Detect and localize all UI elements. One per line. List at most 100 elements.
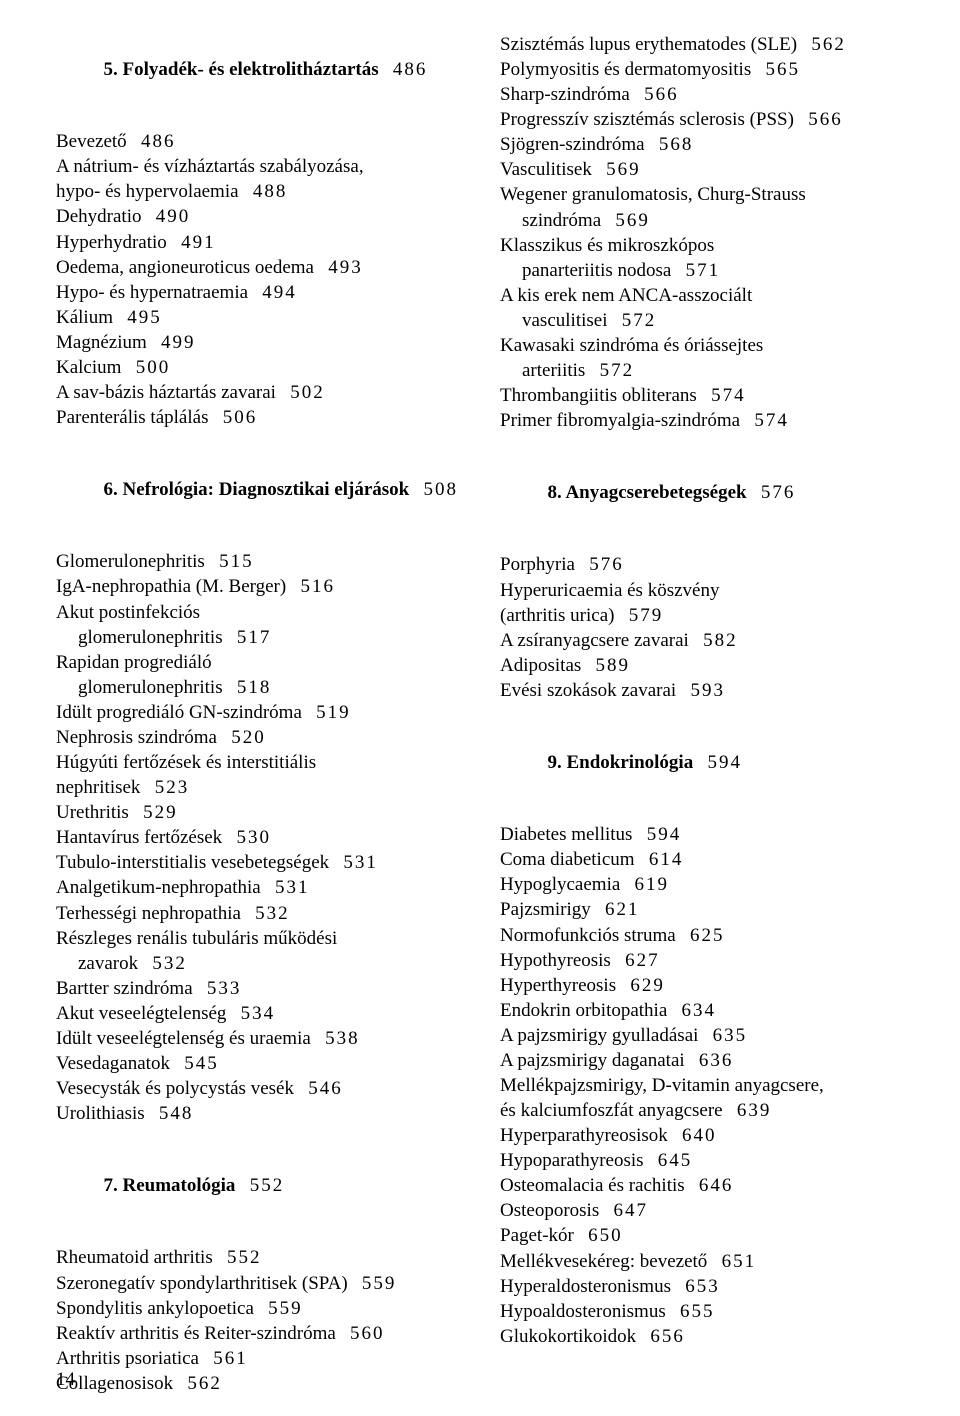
toc-entry-page: 635 [713,1025,748,1046]
toc-entry-page: 538 [325,1028,360,1049]
toc-entry-text: Hyperuricaemia és köszvény [500,580,719,601]
toc-entry-text: Hyperaldosteronismus [500,1276,671,1297]
toc-entry-page: 491 [181,232,216,253]
left-column: 5. Folyadék- és elektrolitháztartás 486 … [56,32,460,1396]
toc-entry-text: Osteomalacia és rachitis [500,1175,685,1196]
toc-entry-page: 562 [187,1373,222,1394]
toc-entry: A pajzsmirigy daganatai 636 [500,1048,904,1073]
toc-entry: Hypo- és hypernatraemia 494 [56,280,460,305]
toc-entry-page: 571 [686,260,721,281]
toc-entry: Evési szokások zavarai 593 [500,678,904,703]
toc-entry: Urethritis 529 [56,800,460,825]
toc-entry-page: 517 [237,627,272,648]
toc-entry: Húgyúti fertőzések és interstitiális [56,750,460,775]
toc-entry-text: Hypo- és hypernatraemia [56,282,248,303]
toc-entry: Spondylitis ankylopoetica 559 [56,1296,460,1321]
toc-entry-page: 614 [649,849,684,870]
toc-entry: Kawasaki szindróma és óriássejtes [500,333,904,358]
right-column: Szisztémás lupus erythematodes (SLE) 562… [500,32,904,1396]
toc-entry: Szisztémás lupus erythematodes (SLE) 562 [500,32,904,57]
toc-entry: Reaktív arthritis és Reiter-szindróma 56… [56,1321,460,1346]
page-number: 14 [56,1367,75,1392]
toc-entry-page: 488 [253,181,288,202]
toc-entry-page: 506 [223,407,258,428]
toc-entry-text: Hyperhydratio [56,232,167,253]
toc-page: 5. Folyadék- és elektrolitháztartás 486 … [0,0,960,1416]
toc-entry-text: Tubulo-interstitialis vesebetegségek [56,852,329,873]
toc-entry-page: 627 [625,950,660,971]
toc-entry-page: 523 [155,777,190,798]
toc-entry-page: 515 [219,551,254,572]
toc-entry: Rheumatoid arthritis 552 [56,1245,460,1270]
toc-entry: Analgetikum-nephropathia 531 [56,875,460,900]
toc-entry: Normofunkciós struma 625 [500,923,904,948]
toc-entry-text: Vesedaganatok [56,1053,170,1074]
toc-entry-text: Hypoparathyreosis [500,1150,644,1171]
toc-entry-page: 634 [682,1000,717,1021]
toc-entry-page: 619 [635,874,670,895]
toc-entry-page: 569 [606,159,641,180]
toc-entry-text: Rapidan progrediáló [56,652,212,673]
toc-entry-text: Dehydratio [56,206,141,227]
toc-entry: Akut postinfekciós [56,600,460,625]
toc-entry: Részleges renális tubuláris működési [56,926,460,951]
section-6: 6. Nefrológia: Diagnosztikai eljárások 5… [56,452,460,1126]
toc-entry-text: A nátrium- és vízháztartás szabályozása, [56,156,364,177]
toc-entry: és kalciumfoszfát anyagcsere 639 [500,1098,904,1123]
toc-entry-text: Hyperthyreosis [500,975,616,996]
toc-entry-page: 594 [647,824,682,845]
toc-entry-text: Hypoaldosteronismus [500,1301,666,1322]
toc-entry: Oedema, angioneuroticus oedema 493 [56,255,460,280]
toc-entry: Rapidan progrediáló [56,650,460,675]
toc-entry: Klasszikus és mikroszkópos [500,233,904,258]
toc-entry-text: IgA-nephropathia (M. Berger) [56,576,286,597]
toc-entry-text: Coma diabeticum [500,849,635,870]
toc-entry-page: 533 [207,978,242,999]
section-7-continued: Szisztémás lupus erythematodes (SLE) 562… [500,32,904,433]
toc-entry: Sharp-szindróma 566 [500,82,904,107]
toc-entry-page: 574 [754,410,789,431]
toc-entry-text: Primer fibromyalgia-szindróma [500,410,740,431]
section-title-text: 7. Reumatológia [104,1175,236,1196]
toc-entry-page: 621 [605,899,640,920]
section-7-title: 7. Reumatológia 552 [56,1148,460,1223]
toc-entry-page: 561 [213,1348,248,1369]
toc-entry-text: Részleges renális tubuláris működési [56,928,337,949]
toc-entry-page: 495 [127,307,162,328]
toc-entry: panarteriitis nodosa 571 [500,258,904,283]
spacer [500,800,904,822]
toc-entry: Progresszív szisztémás sclerosis (PSS) 5… [500,107,904,132]
toc-entry-page: 579 [629,605,664,626]
toc-entry-text: Magnézium [56,332,147,353]
toc-entry-page: 574 [711,385,746,406]
toc-entry-page: 552 [227,1247,262,1268]
toc-entry-page: 568 [659,134,694,155]
section-7-items: Rheumatoid arthritis 552Szeronegatív spo… [56,1245,460,1395]
toc-entry-text: hypo- és hypervolaemia [56,181,239,202]
toc-entry-text: Analgetikum-nephropathia [56,877,261,898]
toc-entry: Hyperthyreosis 629 [500,973,904,998]
toc-entry-text: Szisztémás lupus erythematodes (SLE) [500,34,797,55]
section-title-page: 508 [424,479,459,500]
toc-entry: nephritisek 523 [56,775,460,800]
toc-entry-text: A zsíranyagcsere zavarai [500,630,689,651]
toc-entry: glomerulonephritis 518 [56,675,460,700]
toc-entry-text: Osteoporosis [500,1200,599,1221]
toc-entry-page: 530 [236,827,271,848]
toc-entry-text: Wegener granulomatosis, Churg-Strauss [500,184,806,205]
section-title-text: 5. Folyadék- és elektrolitháztartás [104,59,379,80]
toc-entry-page: 520 [231,727,266,748]
toc-entry-text: Reaktív arthritis és Reiter-szindróma [56,1323,336,1344]
toc-entry: Magnézium 499 [56,330,460,355]
toc-entry: Hyperhydratio 491 [56,230,460,255]
toc-entry-page: 545 [184,1053,219,1074]
section-5-items: Bevezető 486A nátrium- és vízháztartás s… [56,129,460,430]
toc-entry-page: 572 [622,310,657,331]
toc-entry: hypo- és hypervolaemia 488 [56,179,460,204]
toc-entry: A pajzsmirigy gyulladásai 635 [500,1023,904,1048]
toc-entry: Hyperaldosteronismus 653 [500,1274,904,1299]
spacer [56,1126,460,1148]
toc-entry: A kis erek nem ANCA-asszociált [500,283,904,308]
toc-entry-page: 593 [690,680,725,701]
section-title-page: 594 [707,752,742,773]
